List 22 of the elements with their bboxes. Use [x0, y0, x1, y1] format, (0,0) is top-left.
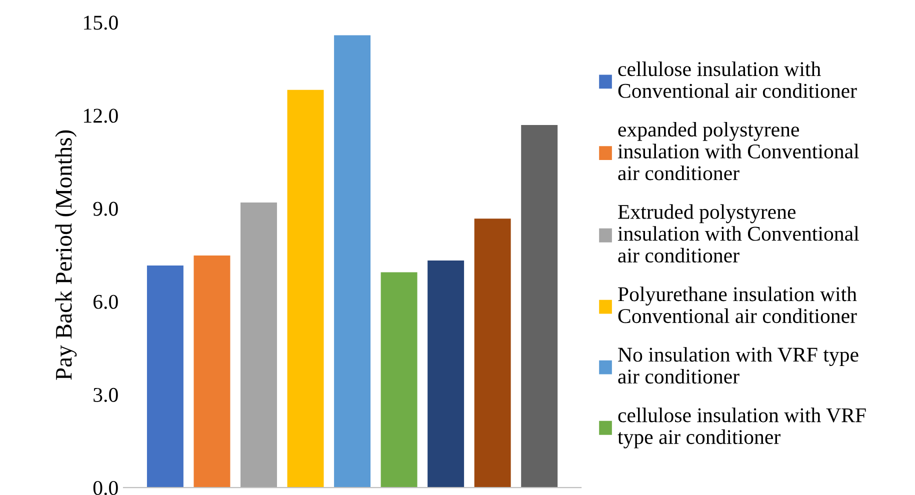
legend-label: Polyurethane insulation with Conventional air conditioner — [618, 286, 857, 324]
bar — [287, 90, 324, 488]
legend-label: No insulation with VRF type air conditioner — [618, 347, 858, 384]
bar — [240, 202, 277, 488]
legend-label: Extruded polystyrene insulation with Conventional air conditioner — [618, 204, 859, 263]
bar — [334, 35, 371, 488]
y-axis-title: Pay Back Period (Months) — [55, 130, 77, 380]
y-tick-label: 9.0 — [93, 202, 118, 216]
bar — [521, 124, 558, 488]
legend-label: cellulose insulation with Conventional air conditioner — [618, 61, 857, 98]
bar — [428, 260, 464, 488]
bar — [474, 218, 511, 488]
bar — [380, 272, 418, 488]
bar — [194, 256, 230, 488]
legend-label: expanded polystyrene insulation with Conventional air conditioner — [618, 122, 859, 180]
y-tick-label: 12.0 — [84, 108, 118, 123]
y-tick-label: 0.0 — [93, 480, 118, 495]
y-tick-label: 6.0 — [94, 294, 118, 309]
y-tick-label: 3.0 — [94, 388, 118, 402]
y-tick-label: 15.0 — [84, 16, 118, 30]
bar — [146, 265, 184, 488]
legend-label: cellulose insulation with VRF type air conditioner — [618, 408, 866, 448]
